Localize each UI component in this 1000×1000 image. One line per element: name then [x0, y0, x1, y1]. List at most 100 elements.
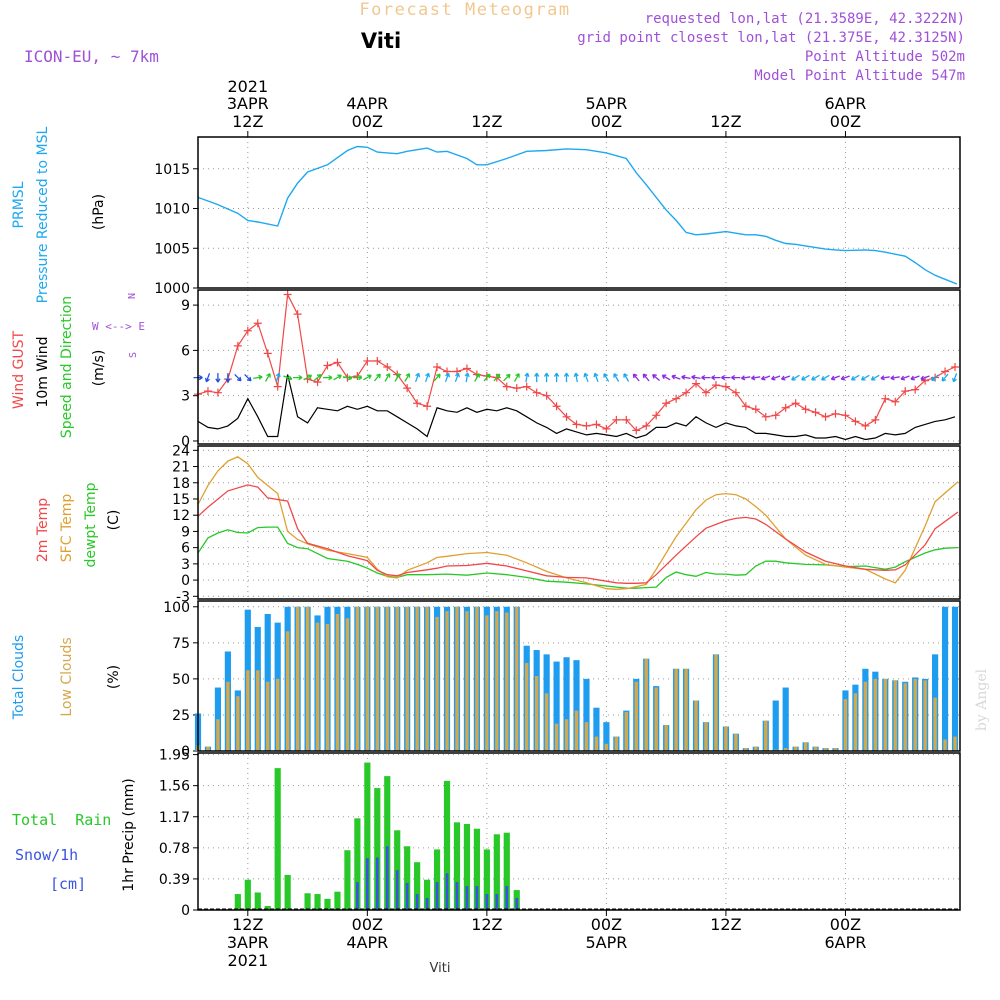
panel-frame	[197, 445, 961, 600]
wind-direction-arrow	[293, 374, 303, 381]
bottom-axis-hour: 12Z	[471, 915, 502, 934]
gust-marker	[413, 399, 422, 408]
total-cloud-bar	[583, 678, 590, 751]
wind-direction-arrow	[573, 372, 579, 383]
wind-direction-arrow	[941, 373, 949, 382]
wind-direction-arrow	[740, 375, 751, 381]
panel-0: 1000 1005 1010 1015	[154, 137, 960, 297]
rain-bar	[284, 874, 291, 910]
snow-bar	[385, 846, 389, 910]
low-cloud-bar	[754, 746, 758, 751]
chart-title: Forecast Meteogram	[359, 0, 570, 20]
low-cloud-bar	[345, 618, 350, 751]
low-cloud-bar	[495, 611, 499, 751]
snow-bar	[495, 894, 499, 910]
wind-direction-arrow	[931, 374, 939, 382]
gridpoint-coordinates: grid point closest lon,lat (21.375E, 42.…	[577, 30, 965, 46]
rain-bar	[334, 891, 341, 910]
low-cloud-bar	[694, 700, 698, 751]
wind-direction-arrow	[303, 374, 313, 381]
gust-marker	[692, 379, 701, 388]
footer-station: Viti	[430, 961, 451, 976]
gust-marker	[871, 415, 880, 424]
gust-marker	[512, 384, 521, 393]
rain-bar	[364, 762, 371, 910]
bottom-axis-date: 4APR	[346, 933, 388, 952]
y-tick-label: 3	[181, 389, 190, 405]
low-cloud-bar	[415, 606, 419, 751]
direction-label: Speed and Direction	[59, 296, 75, 438]
low-cloud-bar	[295, 606, 300, 751]
low-cloud-bar	[684, 668, 688, 751]
wind-direction-arrow	[652, 374, 661, 381]
y-tick-label: 1.95	[159, 748, 190, 764]
low-cloud-bar	[425, 606, 429, 751]
gust-marker	[462, 364, 471, 373]
low-cloud-bar	[793, 746, 798, 751]
total-cloud-bar	[951, 606, 959, 751]
wind-direction-arrow	[952, 373, 958, 383]
gust-marker	[373, 356, 382, 365]
wind-direction-arrow	[870, 374, 880, 381]
bottom-axis-hour: 00Z	[591, 915, 622, 934]
gust-marker	[363, 356, 372, 365]
low-cloud-bar	[375, 606, 379, 751]
wind-direction-arrow	[534, 372, 540, 383]
y-tick-label: 1.56	[159, 779, 190, 795]
wind-direction-arrow	[632, 373, 640, 382]
gust-marker	[851, 417, 860, 426]
wind-direction-arrow	[433, 373, 441, 382]
low-cloud-label: Low Clouds	[59, 637, 75, 716]
low-cloud-bar	[584, 722, 589, 751]
dewpoint-line	[197, 526, 959, 589]
gust-marker	[632, 426, 641, 435]
low-cloud-bar	[365, 606, 370, 751]
panel-1: 0 3 6 9	[181, 290, 960, 450]
wind-direction-arrow	[464, 372, 470, 383]
rain-bar	[354, 818, 361, 910]
total-cloud-bar	[573, 660, 580, 751]
wind-direction-arrow	[731, 374, 741, 381]
wind-direction-arrow	[225, 373, 231, 383]
gust-marker	[213, 388, 222, 397]
y-tick-label: 50	[172, 672, 190, 688]
wind-direction-arrow	[920, 375, 930, 381]
gust-marker	[841, 411, 850, 420]
y-tick-label: 1005	[154, 241, 190, 257]
gust-marker	[323, 361, 332, 370]
low-cloud-bar	[933, 697, 937, 751]
wind-labels: Wind GUST 10m Wind Speed and Direction (…	[11, 293, 145, 438]
gust-marker	[881, 394, 890, 403]
gust-marker	[522, 382, 531, 391]
gust-marker	[622, 415, 631, 424]
top-axis-hour: 00Z	[352, 112, 383, 131]
low-cloud-bar	[266, 681, 270, 751]
plot-area	[198, 446, 960, 599]
dewpt-label: dewpt Temp	[83, 482, 99, 567]
precip-labels: Total Rain Snow/1h [cm] 1hr Precip (mm)	[12, 778, 137, 893]
t2m-label: 2m Temp	[35, 498, 51, 562]
watermark: by Angel	[974, 668, 990, 731]
y-tick-label: 1.17	[159, 810, 190, 826]
wind-direction-arrow	[253, 374, 263, 380]
bottom-axis-hour: 00Z	[352, 915, 383, 934]
gust-marker	[891, 397, 900, 406]
panel-frame	[197, 136, 961, 289]
wind-direction-arrow	[860, 374, 870, 381]
low-cloud-bar	[445, 611, 449, 751]
wind-direction-arrow	[454, 372, 460, 383]
low-cloud-bar	[465, 611, 469, 751]
t2m-line	[197, 484, 959, 584]
low-cloud-bar	[515, 606, 519, 751]
gust-marker	[333, 358, 342, 367]
pressure-labels: PRMSL Pressure Reduced to MSL (hPa)	[11, 126, 107, 303]
wind-direction-arrow	[524, 372, 530, 383]
gust-marker	[582, 421, 591, 430]
y-tick-label: 25	[172, 708, 190, 724]
snow-bar	[465, 886, 469, 910]
low-cloud-bar	[674, 668, 678, 751]
rain-bar	[473, 828, 480, 910]
gust-marker	[811, 408, 820, 417]
